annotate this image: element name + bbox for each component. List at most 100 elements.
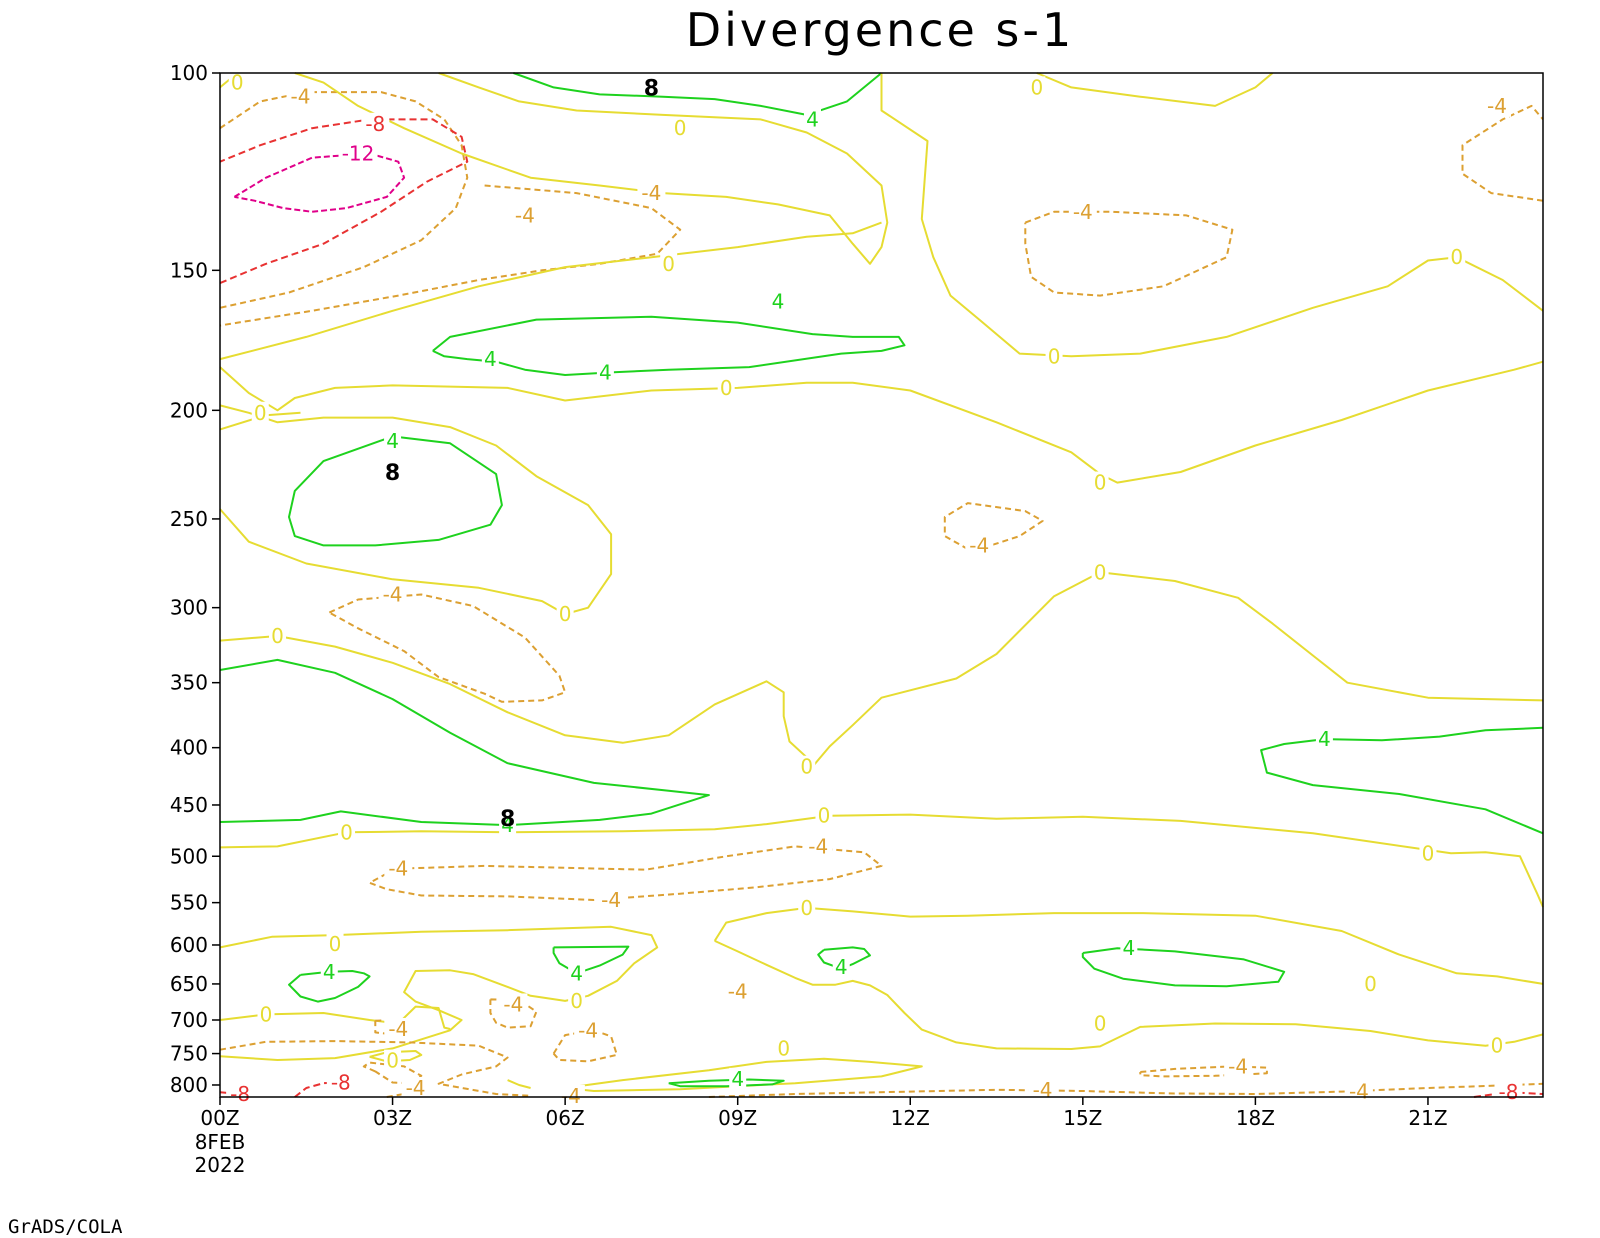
contour-line bbox=[714, 939, 1544, 1050]
extremum-label: 8 bbox=[500, 807, 515, 832]
y-tick-label: 600 bbox=[170, 933, 208, 957]
contour-label: -4 bbox=[515, 203, 535, 227]
contour-label: 0 bbox=[662, 252, 675, 276]
contour-label-bg bbox=[574, 1019, 603, 1042]
contour-label-bg bbox=[338, 142, 378, 165]
contour-label: 4 bbox=[1318, 727, 1331, 751]
contour-label: 0 bbox=[340, 820, 353, 844]
y-tick-label: 300 bbox=[170, 596, 208, 620]
contour-label: 0 bbox=[271, 624, 284, 648]
contour-line bbox=[219, 571, 1544, 768]
contour-label: 0 bbox=[1094, 1011, 1107, 1035]
contour-label-bg bbox=[1091, 471, 1109, 494]
contour-label: 0 bbox=[1422, 841, 1435, 865]
contour-line bbox=[1260, 726, 1544, 835]
contour-label: 0 bbox=[1094, 560, 1107, 584]
contour-line bbox=[817, 946, 871, 970]
contour-label: -4 bbox=[1228, 1054, 1248, 1078]
contour-label-bg bbox=[378, 583, 407, 606]
contour-line bbox=[943, 502, 1044, 551]
contour-label: 0 bbox=[559, 602, 572, 626]
y-tick-label: 100 bbox=[170, 61, 208, 85]
contour-line bbox=[328, 593, 567, 703]
chart-title: Divergence s-1 bbox=[686, 3, 1075, 57]
contour-label-bg bbox=[775, 1037, 793, 1060]
contour-label: 4 bbox=[323, 960, 336, 984]
contour-line bbox=[219, 813, 1544, 908]
contour-line bbox=[1024, 210, 1234, 297]
contour-label-bg bbox=[568, 962, 586, 985]
contour-labels: 0 -4 -8 -12 -4 -4 0 4 0 4 4 4 0 0 0 -4 -4 0 0 4 0 -4 0 0 -4 0 0 4 0 4… bbox=[226, 71, 1523, 1108]
contour-label: -4 bbox=[641, 181, 661, 205]
contour-line bbox=[233, 152, 406, 213]
y-tick-label: 350 bbox=[170, 671, 208, 695]
contour-label-bg bbox=[798, 896, 816, 919]
credit-label: GrADS/COLA bbox=[8, 1216, 123, 1238]
contour-label-bg bbox=[384, 857, 413, 880]
contour-line bbox=[564, 1057, 923, 1092]
contour-label: -8 bbox=[1499, 1080, 1519, 1104]
contour-label: -4 bbox=[969, 533, 989, 557]
contour-label-bg bbox=[1091, 561, 1109, 584]
contour-line bbox=[219, 118, 469, 285]
contour-line bbox=[219, 184, 682, 327]
y-tick-label: 400 bbox=[170, 736, 208, 760]
extremum-label: 8 bbox=[385, 461, 400, 486]
contour-line bbox=[1081, 947, 1286, 988]
contour-label: -12 bbox=[342, 142, 375, 166]
contour-label: -4 bbox=[561, 1084, 581, 1108]
contour-line bbox=[713, 906, 1544, 985]
y-tick-label: 650 bbox=[170, 972, 208, 996]
contour-label: 0 bbox=[800, 755, 813, 779]
contour-label-bg bbox=[660, 252, 678, 275]
contour-label: 4 bbox=[570, 961, 583, 985]
contour-label-bg bbox=[597, 888, 626, 911]
contour-label: -4 bbox=[291, 85, 311, 109]
contour-label: 4 bbox=[835, 955, 848, 979]
y-tick-label: 800 bbox=[170, 1073, 208, 1097]
contour-label: 0 bbox=[570, 989, 583, 1013]
x-tick-label: 09Z bbox=[718, 1106, 757, 1130]
contour-label-bg bbox=[269, 625, 287, 648]
contour-label-bg bbox=[832, 956, 850, 979]
contour-label-bg bbox=[384, 1017, 413, 1040]
contour-label-bg bbox=[251, 401, 269, 424]
contour-label: -4 bbox=[383, 582, 403, 606]
contour-line bbox=[668, 1078, 785, 1088]
contour-line bbox=[1461, 104, 1544, 202]
contour-line bbox=[552, 945, 630, 975]
contour-line bbox=[362, 1061, 423, 1085]
contour-label-bg bbox=[568, 989, 586, 1012]
contour-line bbox=[507, 1079, 531, 1089]
contour-label-bg bbox=[401, 1077, 430, 1100]
contour-label: -4 bbox=[1487, 94, 1507, 118]
contour-label-bg bbox=[499, 993, 528, 1016]
contour-label: -4 bbox=[1349, 1080, 1369, 1104]
contour-line bbox=[294, 72, 889, 265]
contour-label: 4 bbox=[386, 429, 399, 453]
y-tick-label: 150 bbox=[170, 258, 208, 282]
contour-label-bg bbox=[1091, 1012, 1109, 1035]
plot-frame bbox=[219, 72, 1544, 1098]
contour-line bbox=[708, 1082, 1544, 1098]
contour-label-bg bbox=[804, 835, 833, 858]
contour-label-bg bbox=[1315, 728, 1333, 751]
contour-label-bg bbox=[1361, 972, 1379, 995]
contour-label-bg bbox=[729, 1067, 747, 1090]
x-tick-label: 15Z bbox=[1063, 1106, 1102, 1130]
contour-label-bg bbox=[1488, 1034, 1506, 1057]
contour-label-bg bbox=[1482, 94, 1511, 117]
contour-label-bg bbox=[803, 108, 821, 131]
contour-label: 0 bbox=[254, 401, 267, 425]
contour-label: 4 bbox=[772, 290, 785, 314]
y-tick-label: 750 bbox=[170, 1042, 208, 1066]
contour-label-bg bbox=[228, 71, 246, 94]
contour-line bbox=[288, 970, 371, 1003]
contour-line bbox=[432, 315, 906, 376]
contour-label: 4 bbox=[501, 813, 514, 837]
contour-label: 4 bbox=[731, 1067, 744, 1091]
y-tick-label: 450 bbox=[170, 793, 208, 817]
contour-label: -4 bbox=[728, 979, 748, 1003]
contour-label: 0 bbox=[674, 116, 687, 140]
